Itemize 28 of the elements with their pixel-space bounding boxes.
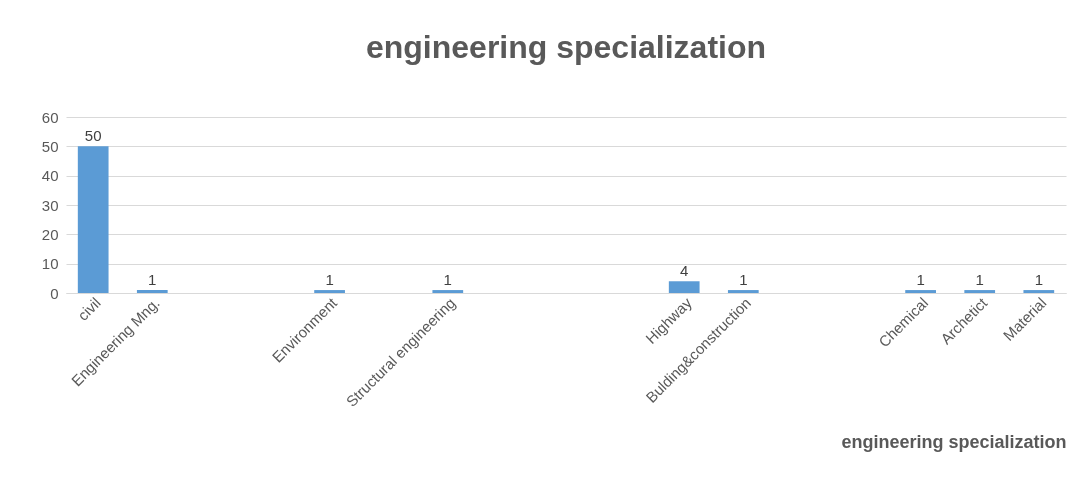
bar xyxy=(905,290,936,293)
data-label: 1 xyxy=(1034,271,1043,289)
bar xyxy=(1023,290,1055,293)
y-tick-label: 60 xyxy=(41,108,59,126)
x-axis-title: engineering specialization xyxy=(841,431,1067,452)
data-label: 1 xyxy=(975,271,984,289)
y-tick-label: 30 xyxy=(41,196,59,214)
bar xyxy=(727,290,759,293)
x-tick-label: civil xyxy=(74,294,104,324)
data-label: 1 xyxy=(916,271,925,289)
data-label: 50 xyxy=(84,127,102,145)
bar xyxy=(314,290,345,293)
data-label: 1 xyxy=(325,271,334,289)
y-tick-label: 40 xyxy=(41,167,59,185)
data-label: 4 xyxy=(680,262,689,280)
y-tick-label: 50 xyxy=(41,137,59,155)
chart-title: engineering specialization xyxy=(365,29,767,65)
bar xyxy=(964,290,996,293)
data-label: 1 xyxy=(148,271,157,289)
bar xyxy=(432,290,464,293)
bar xyxy=(136,290,168,293)
y-tick-label: 10 xyxy=(41,255,59,273)
y-tick-label: 0 xyxy=(50,284,59,302)
bar xyxy=(668,281,700,293)
bar xyxy=(77,146,109,293)
y-tick-label: 20 xyxy=(41,225,59,243)
data-label: 1 xyxy=(443,271,452,289)
data-label: 1 xyxy=(739,271,748,289)
